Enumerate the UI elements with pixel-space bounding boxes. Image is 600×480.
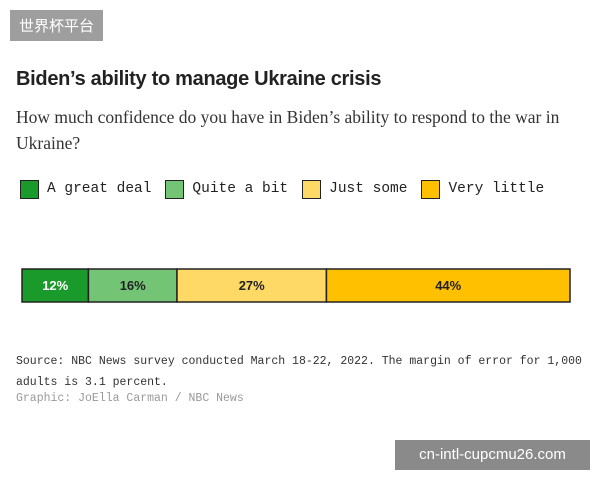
chart-subtitle: How much confidence do you have in Biden…	[16, 107, 560, 153]
legend-label: Very little	[448, 181, 545, 197]
bar-segment	[325, 268, 571, 303]
data-label: 44%	[435, 278, 461, 293]
credit: Graphic: JoElla Carman / NBC News	[16, 392, 244, 405]
legend-item: A great deal	[20, 178, 151, 200]
bar-segment	[176, 268, 328, 303]
chart-title: Biden’s ability to manage Ukraine crisis	[16, 68, 382, 90]
legend-item: Just some	[302, 178, 407, 200]
legend-label: A great deal	[47, 181, 152, 197]
legend-swatch	[421, 179, 441, 199]
legend-item: Very little	[421, 178, 544, 200]
bar-segment	[21, 268, 90, 303]
data-label: 16%	[120, 278, 146, 293]
legend: A great deal Quite a bit Just some Very lit…	[20, 178, 580, 206]
data-label: 12%	[42, 278, 68, 293]
legend-swatch	[165, 179, 185, 199]
watermark: cn-intl-cupcmu26.com	[395, 440, 590, 470]
data-label: 27%	[239, 278, 265, 293]
source-note: Source: NBC News survey conducted March …	[16, 355, 582, 389]
legend-swatch	[20, 179, 39, 199]
chart: 12% 16% 27% 44%	[21, 268, 571, 303]
watermark: 世界杯平台	[10, 10, 104, 41]
bar-segment	[87, 268, 178, 303]
legend-swatch	[302, 179, 322, 199]
legend-label: Just some	[329, 181, 408, 197]
legend-item: Quite a bit	[165, 178, 288, 200]
legend-label: Quite a bit	[192, 181, 289, 197]
